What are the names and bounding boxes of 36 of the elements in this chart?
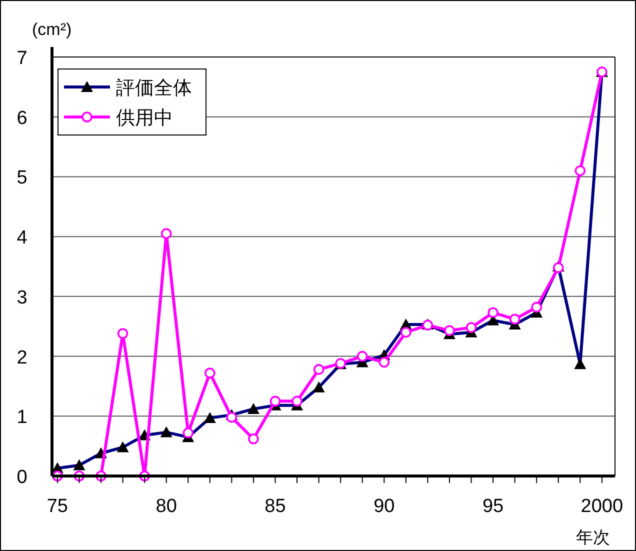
y-tick-label: 2 xyxy=(16,347,28,368)
point xyxy=(270,396,281,407)
y-tick-label: 1 xyxy=(16,407,28,428)
point xyxy=(488,307,498,318)
point xyxy=(248,433,259,444)
y-tick-label: 4 xyxy=(16,228,28,249)
y-tick-label: 3 xyxy=(16,287,28,308)
x-tick-label: 75 xyxy=(46,496,68,517)
legend-label: 供用中 xyxy=(116,108,173,129)
y-tick-label: 7 xyxy=(16,48,28,69)
y-tick-label: 5 xyxy=(16,168,28,189)
x-tick-label: 2000 xyxy=(580,496,624,517)
y-axis-title: (cm²) xyxy=(32,20,72,39)
point xyxy=(226,412,238,423)
point xyxy=(313,364,324,375)
point xyxy=(117,328,128,339)
point xyxy=(531,302,542,313)
point xyxy=(574,165,586,176)
point xyxy=(204,368,216,378)
x-tick-label: 80 xyxy=(156,496,177,517)
point xyxy=(400,326,412,338)
legend-label: 評価全体 xyxy=(116,78,192,99)
x-tick-label: 95 xyxy=(482,496,504,517)
point xyxy=(292,396,302,407)
y-tick-label: 6 xyxy=(16,108,28,129)
point xyxy=(444,325,455,336)
x-tick-label: 90 xyxy=(374,496,395,517)
point xyxy=(356,350,368,362)
x-tick-label: 85 xyxy=(264,496,286,517)
y-tick-label: 0 xyxy=(16,467,28,488)
point xyxy=(182,428,194,438)
x-axis-title: 年次 xyxy=(576,528,610,547)
point xyxy=(378,356,390,368)
point xyxy=(160,228,172,239)
point xyxy=(466,322,477,333)
point xyxy=(509,314,520,325)
